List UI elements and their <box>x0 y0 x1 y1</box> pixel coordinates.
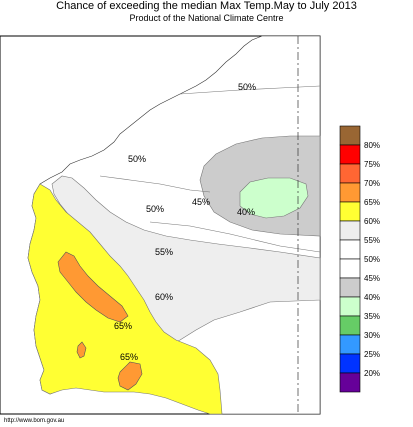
legend-label: 70% <box>364 179 380 188</box>
contour-label-50-mid: 50% <box>128 154 146 164</box>
legend-label: 25% <box>364 350 380 359</box>
legend-swatch <box>339 220 361 241</box>
legend-label: 60% <box>364 217 380 226</box>
map-title: Chance of exceeding the median Max Temp.… <box>56 0 357 12</box>
legend: 80% 75% 70% 65% 60% 55% 50% 45% 40% 35% 30% 25% 20% <box>339 125 380 393</box>
contour-label-65-a: 65% <box>114 321 132 331</box>
contour-label-40: 40% <box>237 207 255 217</box>
legend-swatch <box>339 201 361 222</box>
contour-label-45: 45% <box>192 197 210 207</box>
region-60pct <box>27 183 223 415</box>
legend-label: 75% <box>364 160 380 169</box>
contour-50-b <box>179 85 321 95</box>
contour-label-50-low: 50% <box>146 204 164 214</box>
legend-swatch <box>339 334 361 355</box>
legend-swatch <box>339 353 361 374</box>
legend-swatch <box>339 372 361 393</box>
source-url: http://www.bom.gov.au <box>4 418 65 424</box>
legend-label: 40% <box>364 293 380 302</box>
legend-swatch <box>339 182 361 203</box>
region-65pct-b <box>117 361 143 391</box>
legend-swatch <box>339 163 361 184</box>
contour-label-65-b: 65% <box>120 352 138 362</box>
legend-swatch <box>339 239 361 260</box>
legend-label: 80% <box>364 141 380 150</box>
contour-label-55: 55% <box>155 247 173 257</box>
legend-label: 45% <box>364 274 380 283</box>
contour-50-a <box>99 175 211 193</box>
legend-swatch <box>339 258 361 279</box>
legend-label: 20% <box>364 369 380 378</box>
legend-swatch <box>339 125 361 146</box>
region-65pct-a <box>57 251 129 323</box>
legend-label: 30% <box>364 331 380 340</box>
legend-label: 35% <box>364 312 380 321</box>
legend-swatch <box>339 277 361 298</box>
contour-label-60: 60% <box>155 292 173 302</box>
legend-swatch <box>339 144 361 165</box>
contour-labels: 50% 50% 50% 45% 40% 55% 60% 65% 65% <box>114 82 256 362</box>
legend-swatch <box>339 315 361 336</box>
legend-label: 65% <box>364 198 380 207</box>
legend-swatch <box>339 296 361 317</box>
legend-label: 50% <box>364 255 380 264</box>
contour-label-50-top: 50% <box>238 82 256 92</box>
map-subtitle: Product of the National Climate Centre <box>129 13 284 23</box>
region-40pct <box>239 177 309 219</box>
contour-50-c <box>149 221 321 253</box>
legend-label: 55% <box>364 236 380 245</box>
region-65pct-c <box>76 341 87 359</box>
